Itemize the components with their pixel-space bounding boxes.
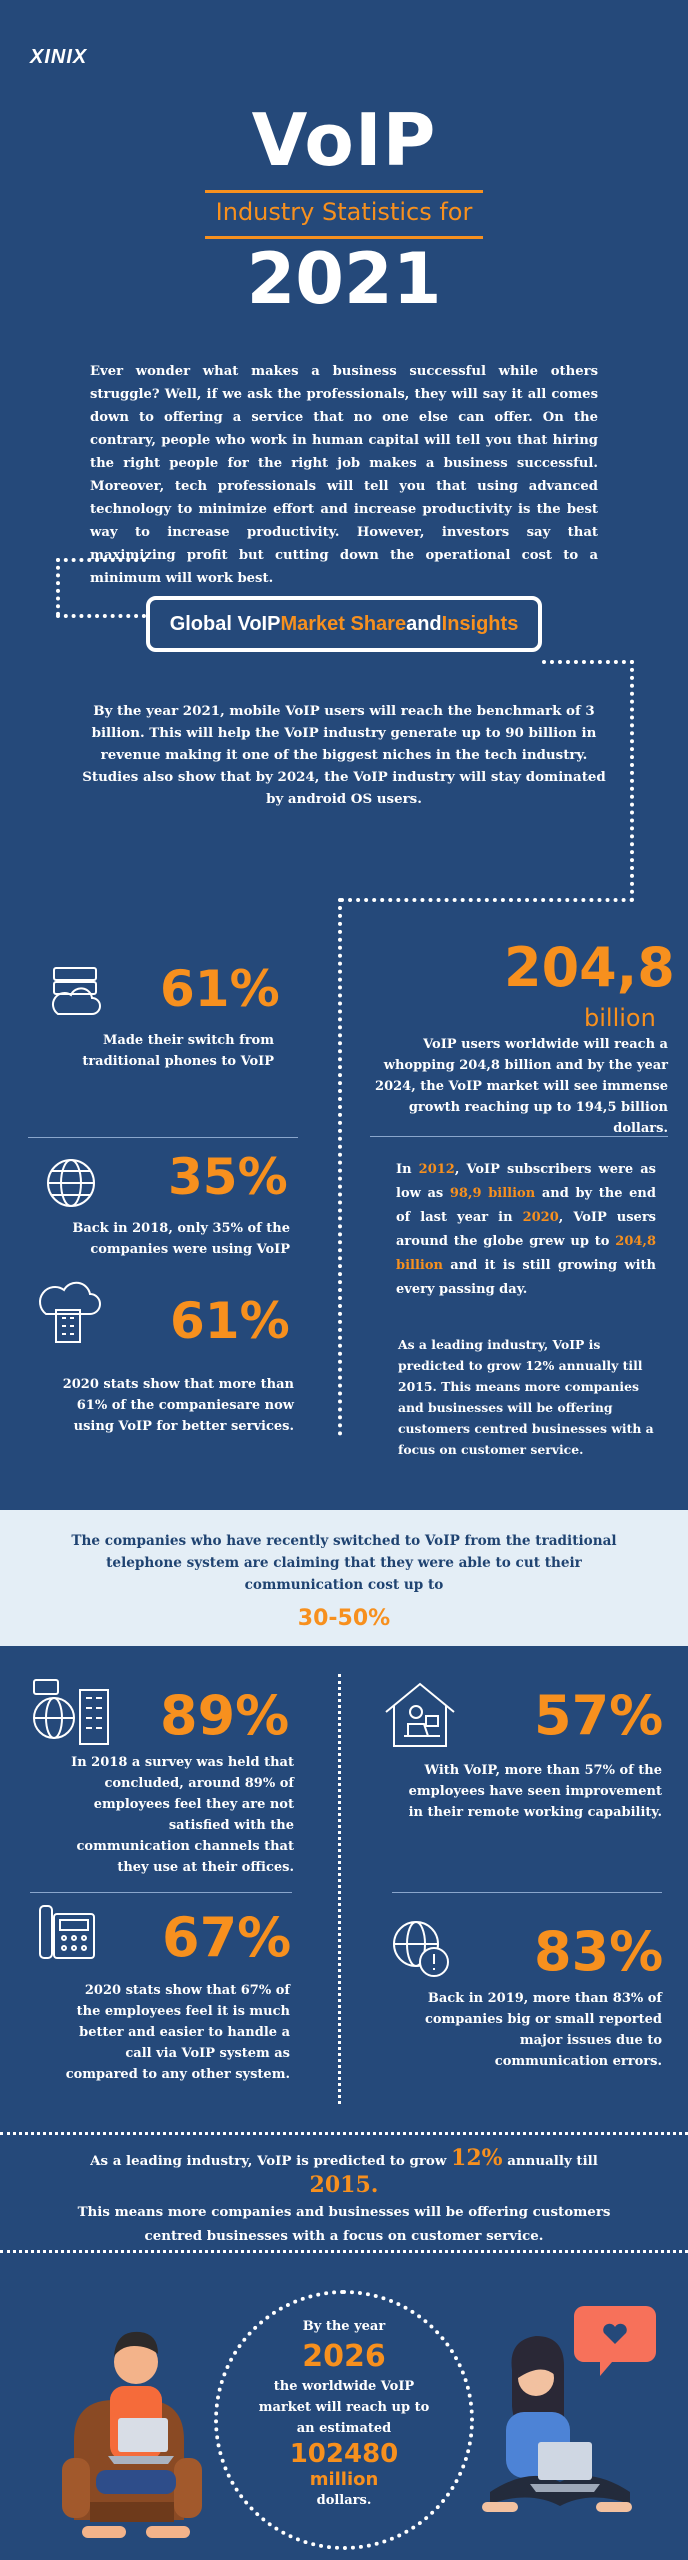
section-heading-part3: and	[406, 612, 442, 635]
subscribers-value-low: 98,9 billion	[449, 1186, 536, 1201]
globe-alert-icon	[393, 1921, 449, 1977]
subscribers-text-1: In	[396, 1162, 419, 1177]
globe-icon	[47, 1159, 95, 1207]
forecast-value: 102480	[289, 2439, 399, 2469]
subscribers-text-3: and by the end of last year in	[396, 1186, 656, 1225]
man-laptop-illustration	[62, 2331, 202, 2538]
forecast-circle: By the year 2026 the worldwide VoIP mark…	[214, 2290, 474, 2550]
section-heading-part4: Insights	[441, 612, 519, 635]
left-divider	[28, 1137, 298, 1138]
forecast-text: the worldwide VoIP market will reach up …	[258, 2379, 430, 2436]
woman-laptop-illustration	[482, 2306, 656, 2512]
leading-industry-paragraph: As a leading industry, VoIP is predicted…	[398, 1337, 654, 1457]
page-year: 2021	[246, 238, 442, 320]
stat-text-2018: Back in 2018, only 35% of the companies …	[72, 1221, 290, 1257]
connector-left-top	[56, 558, 146, 562]
stat-value-calls: 67%	[162, 1906, 292, 1969]
subscribers-year-2020: 2020	[522, 1210, 559, 1225]
stat-value-errors: 83%	[534, 1920, 664, 1983]
grid-divider-vertical	[338, 1674, 341, 2104]
brand-logo: XINIX	[30, 46, 88, 68]
page-title: VoIP	[251, 98, 437, 182]
section-heading-box: Global VoIP Market Share and Insights	[146, 596, 542, 652]
intro-paragraph: Ever wonder what makes a business succes…	[90, 364, 598, 586]
growth-text-2: annually till	[502, 2153, 598, 2169]
stat-text-remote: With VoIP, more than 57% of the employee…	[408, 1763, 662, 1820]
users-big-value: 204,8	[504, 936, 675, 999]
stat-value-survey: 89%	[160, 1684, 290, 1747]
market-paragraph: By the year 2021, mobile VoIP users will…	[82, 703, 606, 807]
column-divider-dotted	[338, 898, 342, 1436]
connector-right-top	[542, 660, 634, 664]
forecast-intro: By the year	[302, 2319, 386, 2334]
right-divider	[370, 1136, 668, 1137]
connector-left-bottom	[56, 614, 146, 618]
subscribers-text-4: , VoIP users around the globe grew up to	[396, 1210, 656, 1249]
stat-text-2020: 2020 stats show that more than 61% of th…	[62, 1377, 294, 1434]
growth-text-1: As a leading industry, VoIP is predicted…	[90, 2153, 452, 2169]
section-heading-part1: Global VoIP	[169, 612, 281, 635]
growth-rule-top	[0, 2132, 688, 2135]
subscribers-text-5: and it is still growing with every passi…	[396, 1258, 656, 1297]
cost-savings-text: The companies who have recently switched…	[71, 1533, 617, 1593]
connector-right-vertical	[630, 660, 634, 902]
grid-divider-left	[30, 1892, 292, 1893]
growth-year: 2015.	[309, 2172, 379, 2198]
page-subtitle: Industry Statistics for	[215, 198, 473, 226]
stat-text-switch: Made their switch from traditional phone…	[82, 1033, 274, 1069]
users-paragraph: VoIP users worldwide will reach a whoppi…	[375, 1037, 668, 1136]
subscribers-year-2012: 2012	[418, 1162, 455, 1177]
office-buildings-icon	[33, 1679, 109, 1745]
desk-phone-icon	[39, 1905, 95, 1959]
growth-value: 12%	[451, 2145, 503, 2171]
growth-rule-bottom	[0, 2250, 688, 2253]
section-heading-part2: Market Share	[280, 612, 407, 635]
forecast-suffix: dollars.	[316, 2493, 372, 2508]
subscribers-paragraph: In 2012, VoIP subscribers were as low as…	[396, 1158, 656, 1302]
connector-right-bottom	[340, 898, 634, 902]
stat-text-survey: In 2018 a survey was held that concluded…	[71, 1755, 294, 1875]
connector-left-vertical	[56, 558, 60, 616]
stat-value-2020: 61%	[170, 1292, 290, 1350]
subtitle-rule-bottom	[205, 236, 483, 239]
subscribers-value-high: 204,8 billion	[396, 1234, 656, 1273]
cost-savings-value: 30-50%	[297, 1606, 391, 1631]
growth-text-3: This means more companies and businesses…	[77, 2204, 611, 2244]
cloud-server-icon	[51, 967, 101, 1015]
forecast-year: 2026	[302, 2339, 386, 2374]
cost-savings-band: The companies who have recently switched…	[0, 1510, 688, 1646]
stat-text-errors: Back in 2019, more than 83% of companies…	[424, 1991, 662, 2069]
stat-value-remote: 57%	[534, 1684, 664, 1747]
stat-value-switch: 61%	[160, 960, 280, 1018]
home-office-icon	[385, 1682, 455, 1747]
subtitle-rule-top	[205, 190, 483, 193]
growth-paragraph: As a leading industry, VoIP is predicted…	[56, 2146, 632, 2248]
users-big-unit: billion	[584, 1004, 656, 1032]
subscribers-text-2: , VoIP subscribers were as low as	[396, 1162, 656, 1201]
stat-value-2018: 35%	[168, 1148, 288, 1206]
forecast-unit: million	[309, 2469, 379, 2490]
stat-text-calls: 2020 stats show that 67% of the employee…	[65, 1983, 290, 2082]
grid-divider-right	[392, 1892, 662, 1893]
cloud-building-icon	[39, 1281, 101, 1343]
